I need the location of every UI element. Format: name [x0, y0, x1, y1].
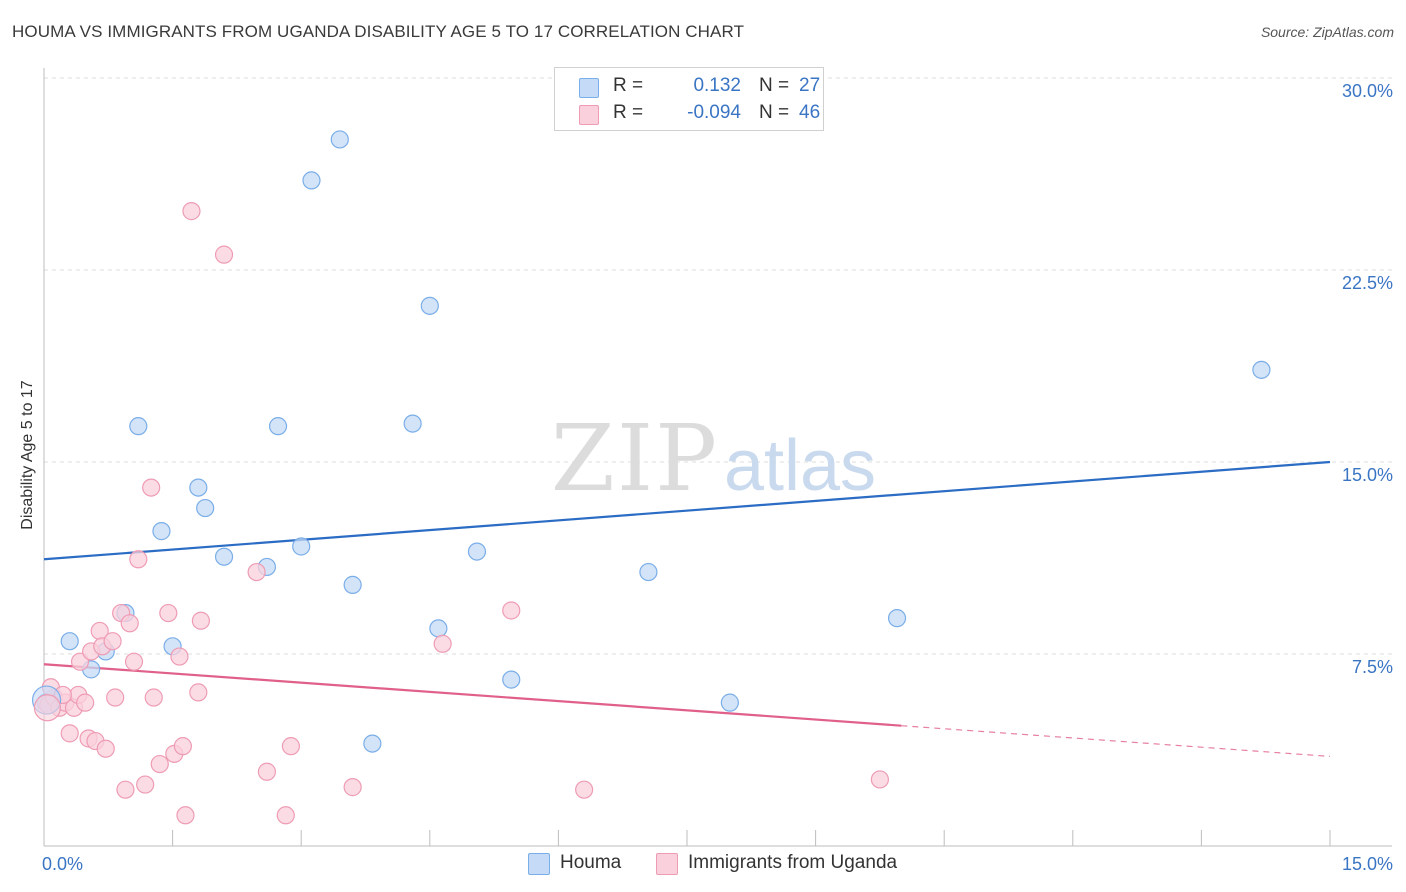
- data-point-uganda: [257, 762, 277, 781]
- data-point-uganda: [159, 603, 178, 623]
- y-tick-label: 15.0%: [1342, 465, 1393, 485]
- bottom-legend-swatch-houma: [528, 853, 550, 875]
- legend-n-label: N =: [759, 75, 790, 96]
- data-point-houma: [403, 414, 422, 433]
- data-point-houma: [343, 575, 362, 594]
- data-point-houma: [268, 417, 288, 436]
- data-point-uganda: [70, 652, 90, 671]
- data-point-houma: [330, 130, 349, 149]
- legend-n-value: 46: [799, 102, 821, 123]
- data-point-houma: [467, 542, 487, 561]
- data-point-uganda: [170, 647, 189, 666]
- data-point-uganda: [33, 694, 62, 722]
- data-point-uganda: [173, 737, 192, 756]
- data-point-houma: [720, 693, 739, 712]
- bottom-legend-label-uganda: Immigrants from Uganda: [688, 852, 898, 873]
- trend-line-0: [43, 460, 1331, 561]
- data-point-houma: [196, 498, 215, 518]
- grid-layer: [44, 77, 1392, 655]
- trend-line-dashed-1: [901, 725, 1331, 757]
- data-point-houma: [363, 734, 382, 753]
- source-label: Source: ZipAtlas.com: [1260, 24, 1394, 40]
- data-point-uganda: [281, 737, 301, 756]
- points-layer: [31, 130, 1271, 825]
- data-point-houma: [429, 619, 448, 638]
- legend-r-value: 0.132: [693, 75, 741, 96]
- y-tick-label: 22.5%: [1342, 273, 1393, 293]
- data-point-uganda: [176, 806, 195, 825]
- data-point-houma: [887, 609, 907, 628]
- data-point-uganda: [214, 245, 234, 264]
- data-point-uganda: [247, 562, 266, 582]
- y-tick-label: 7.5%: [1352, 657, 1393, 677]
- data-point-uganda: [106, 688, 125, 707]
- data-point-uganda: [150, 754, 169, 774]
- legend-r-label: R =: [613, 102, 644, 123]
- data-point-uganda: [276, 806, 295, 825]
- x-tick-label: 0.0%: [42, 854, 83, 874]
- data-point-uganda: [502, 601, 521, 620]
- trend-line-1: [43, 663, 902, 727]
- legend-r-value: -0.094: [687, 102, 741, 123]
- data-point-uganda: [136, 775, 155, 794]
- data-point-houma: [60, 632, 79, 651]
- legend-r-label: R =: [613, 75, 644, 96]
- legend-n-label: N =: [759, 102, 790, 123]
- data-point-houma: [502, 670, 521, 689]
- data-point-houma: [214, 547, 234, 566]
- data-point-houma: [152, 522, 171, 541]
- data-point-uganda: [129, 550, 148, 569]
- data-point-uganda: [103, 632, 122, 651]
- data-point-houma: [292, 537, 311, 556]
- data-point-uganda: [96, 739, 115, 758]
- chart-title: HOUMA VS IMMIGRANTS FROM UGANDA DISABILI…: [12, 22, 745, 41]
- data-point-uganda: [124, 652, 144, 671]
- data-point-uganda: [142, 478, 161, 497]
- stats-legend: R = 0.132 N = 27 R = -0.094 N = 46: [554, 67, 824, 131]
- y-tick-label: 30.0%: [1342, 81, 1393, 101]
- data-point-uganda: [144, 688, 163, 707]
- data-point-uganda: [189, 683, 208, 702]
- data-point-uganda: [870, 770, 890, 789]
- legend-swatch-uganda: [579, 105, 599, 125]
- data-point-houma: [129, 417, 148, 436]
- watermark-atlas: atlas: [724, 426, 876, 506]
- data-point-uganda: [60, 724, 79, 743]
- legend-swatch-houma: [579, 78, 599, 98]
- data-point-uganda: [343, 778, 362, 797]
- data-point-uganda: [191, 611, 210, 630]
- bottom-legend-label-houma: Houma: [560, 852, 622, 873]
- x-tick-label: 15.0%: [1342, 854, 1393, 874]
- bottom-legend-swatch-uganda: [656, 853, 678, 875]
- trend-layer: [43, 460, 1331, 757]
- data-point-houma: [189, 478, 208, 497]
- data-point-uganda: [182, 202, 201, 221]
- data-point-uganda: [120, 614, 139, 633]
- data-point-uganda: [433, 634, 452, 653]
- tick-label-layer: 7.5% 15.0% 22.5% 30.0% 0.0% 15.0%: [42, 81, 1393, 874]
- data-point-uganda: [116, 780, 135, 799]
- data-point-houma: [420, 296, 439, 315]
- watermark-zip: ZIP: [551, 405, 719, 512]
- legend-n-value: 27: [799, 75, 821, 96]
- data-point-houma: [302, 171, 321, 190]
- data-point-uganda: [575, 780, 594, 799]
- data-point-houma: [1252, 360, 1271, 379]
- data-point-houma: [639, 562, 658, 582]
- data-point-uganda: [76, 693, 95, 712]
